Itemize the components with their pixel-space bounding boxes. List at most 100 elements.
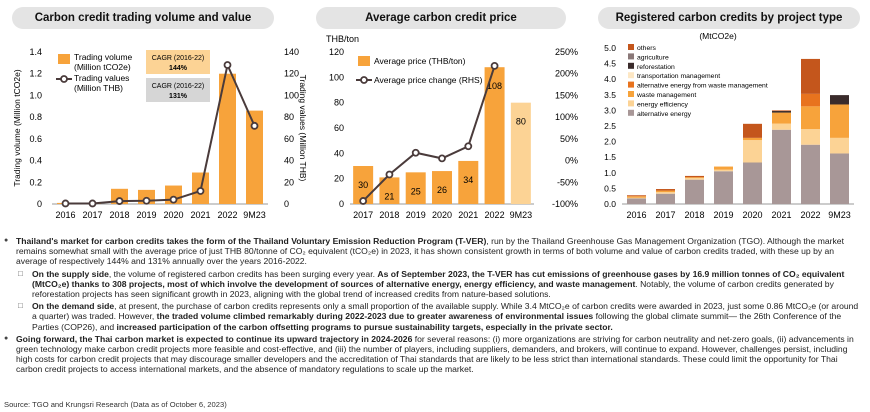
x-tick-label: 2016: [626, 210, 646, 220]
price-data-label: 80: [516, 117, 526, 127]
stack-segment-alternative-energy: [685, 179, 704, 204]
bullet-market-overview: Thailand's market for carbon credits tak…: [4, 236, 864, 267]
cagr-value-values: 131%: [169, 93, 188, 100]
y-tick-label: 20: [334, 174, 344, 184]
price-data-label: 34: [463, 175, 473, 185]
legend-label-volume-unit: (Million tCO2e): [74, 62, 131, 72]
x-tick-label: 2019: [136, 210, 156, 220]
y-tick-label: 0.4: [29, 156, 42, 166]
price-data-label: 21: [384, 191, 394, 201]
x-tick-label: 2018: [109, 210, 129, 220]
panel-title-volume: Carbon credit trading volume and value: [12, 7, 274, 29]
y-tick-label: 80: [334, 98, 344, 108]
x-tick-label: 2019: [713, 210, 733, 220]
y2-tick-label: 250%: [555, 47, 578, 57]
y-tick-label: 0.2: [29, 177, 42, 187]
y-tick-label: 1.5: [604, 152, 616, 162]
legend-marker-change: [360, 76, 368, 84]
y-tick-label: 0.8: [29, 112, 42, 122]
legend-swatch: [628, 53, 634, 60]
stack-segment-energy-efficiency: [772, 123, 791, 130]
x-tick-label: 2017: [655, 210, 675, 220]
y2-tick-label: 20: [284, 177, 294, 187]
legend-label: others: [637, 45, 656, 52]
stack-segment-waste-management: [801, 106, 820, 130]
stack-segment-alternative-energy: [830, 153, 849, 204]
y-tick-label: 1.2: [29, 69, 42, 79]
stack-segment-alternative-energy: [714, 171, 733, 204]
y-tick-label: 1.0: [29, 90, 42, 100]
price-bar: [379, 177, 400, 204]
y-tick-label: 40: [334, 148, 344, 158]
price-bar: [458, 160, 479, 204]
values-point: [142, 196, 151, 205]
stack-segment-alternative-energy: [772, 129, 791, 204]
stack-segment-others: [627, 195, 646, 197]
y-tick-label: 4.5: [604, 59, 616, 69]
y-tick-label: 1.0: [604, 168, 616, 178]
volume-bar: [246, 110, 263, 204]
stack-segment-reforestation: [830, 95, 849, 105]
y2-tick-label: 100: [284, 90, 299, 100]
x-tick-label: 9M23: [243, 210, 266, 220]
values-point: [61, 199, 70, 208]
price-change-point: [464, 142, 473, 151]
x-tick-label: 2022: [485, 210, 505, 220]
chart-subtitle: (MtCO2e): [699, 31, 736, 41]
price-bar: [353, 166, 374, 204]
price-change-point: [385, 170, 394, 179]
chart-registered-credits: (MtCO2e) 0.0 0.5 1.0 1.5 2.0 2.5 3.0 3.5 4.0 4.5 5.…: [604, 31, 854, 220]
cagr-label-values: CAGR (2016-22): [152, 83, 205, 90]
stack-segment-alternative-energy: [627, 198, 646, 204]
y2-tick-label: 0%: [565, 156, 578, 166]
stack-segment-alternative-energy: [743, 162, 762, 204]
legend-label-volume: Trading volume: [74, 52, 133, 62]
price-bar: [432, 171, 452, 204]
y-tick-label: 100: [329, 72, 344, 82]
y2-tick-label: 140: [284, 47, 299, 57]
legend-swatch-volume: [58, 54, 70, 64]
y2-tick-label: 50%: [560, 134, 578, 144]
stack-segment-energy-efficiency: [685, 178, 704, 180]
stack-segment-energy-efficiency: [830, 137, 849, 154]
x-tick-label: 2022: [800, 210, 820, 220]
y-tick-label: 0.6: [29, 134, 42, 144]
legend-label: alternative energy: [637, 111, 692, 118]
y-axis-unit: THB/ton: [326, 34, 359, 44]
stack-segment-alternative-energy-from-waste-management: [801, 93, 820, 107]
price-change-point: [411, 148, 420, 157]
cagr-value-volume: 144%: [169, 65, 188, 72]
legend-swatch: [628, 91, 634, 97]
stack-segment-waste-management: [714, 166, 733, 170]
x-tick-label: 2021: [771, 210, 791, 220]
y-tick-label: 3.0: [604, 105, 616, 115]
y-tick-label: 3.5: [604, 90, 616, 100]
source-note: Source: TGO and Krungsri Research (Data …: [4, 400, 227, 409]
y-tick-label: 0: [339, 199, 344, 209]
volume-bar: [219, 73, 236, 204]
y-tick-label: 1.4: [29, 47, 42, 57]
y2-tick-label: -100%: [552, 199, 578, 209]
stack-segment-energy-efficiency: [627, 197, 646, 199]
y2-tick-label: 150%: [555, 90, 578, 100]
y2-tick-label: 100%: [555, 112, 578, 122]
stack-segment-waste-management: [656, 190, 675, 193]
values-line: [65, 61, 256, 205]
x-tick-label: 9M23: [510, 210, 533, 220]
price-data-label: 108: [487, 81, 502, 91]
legend-label: transportation management: [637, 73, 720, 80]
bullet-demand-side: On the demand side, at present, the purc…: [4, 301, 864, 332]
legend-label: reforestation: [637, 64, 675, 71]
stack-segment-energy-efficiency: [714, 169, 733, 172]
cagr-box-volume: [146, 50, 210, 74]
legend-swatch: [628, 100, 634, 107]
stack-segment-waste-management: [627, 196, 646, 198]
price-change-line: [362, 65, 496, 202]
y-tick-label: 4.0: [604, 74, 616, 84]
y-tick-label: 2.0: [604, 137, 616, 147]
y2-tick-label: 0: [284, 199, 289, 209]
legend-swatch: [628, 72, 634, 79]
price-bar: [405, 172, 426, 204]
y-tick-label: 0: [37, 199, 42, 209]
legend-label-price: Average price (THB/ton): [374, 56, 466, 66]
